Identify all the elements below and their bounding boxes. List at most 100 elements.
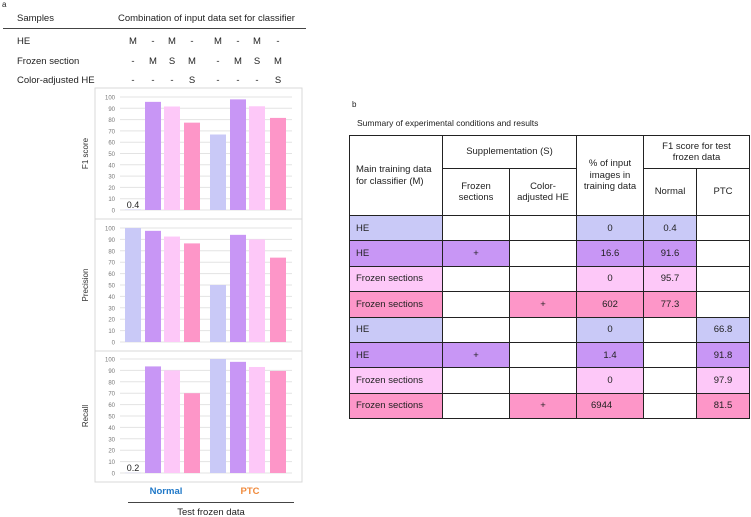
bar xyxy=(270,370,286,473)
samples-header: Samples xyxy=(17,13,54,24)
xaxis-rule xyxy=(128,502,294,503)
y-tick-label: 20 xyxy=(108,449,115,455)
y-tick-label: 40 xyxy=(108,295,115,301)
bar xyxy=(184,243,200,342)
panel-a-label: a xyxy=(2,0,7,9)
bar xyxy=(184,122,200,210)
y-tick-label: 90 xyxy=(108,238,115,244)
y-tick-label: 80 xyxy=(108,380,115,386)
cell-ptc xyxy=(696,214,750,242)
combination-cell: S xyxy=(274,75,282,86)
y-tick-label: 10 xyxy=(108,329,115,335)
combination-cell: M xyxy=(168,36,176,47)
combination-cell: - xyxy=(236,36,240,47)
y-tick-label: 0 xyxy=(112,341,116,347)
header-main: Main training data for classifier (M) xyxy=(349,135,443,216)
bar xyxy=(249,239,265,342)
y-tick-label: 80 xyxy=(108,118,115,124)
cell-color xyxy=(509,240,577,267)
combination-cell: - xyxy=(255,75,259,86)
header-percent: % of input images in training data xyxy=(576,135,644,216)
y-tick-label: 50 xyxy=(108,415,115,421)
cell-color xyxy=(509,214,577,242)
y-tick-label: 50 xyxy=(108,284,115,290)
sample-row-label: HE xyxy=(17,36,31,47)
bar xyxy=(249,366,265,473)
combination-cell: - xyxy=(151,75,155,86)
bar xyxy=(230,99,246,210)
y-tick-label: 100 xyxy=(105,227,116,233)
y-tick-label: 40 xyxy=(108,163,115,169)
cell-percent: 0 xyxy=(576,265,644,293)
combination-cell: - xyxy=(190,36,194,47)
cell-normal: 95.7 xyxy=(643,265,697,293)
cell-normal: 0.4 xyxy=(643,214,697,242)
y-tick-label: 40 xyxy=(108,426,115,432)
cell-color: + xyxy=(509,291,577,318)
combination-cell: M xyxy=(188,56,196,67)
combination-cell: M xyxy=(214,36,222,47)
combination-cell: M xyxy=(129,36,137,47)
combination-cell: M xyxy=(253,36,261,47)
table-row: Frozen sections 0 97.9 xyxy=(349,367,750,394)
cell-main: HE xyxy=(349,316,443,343)
header-normal: Normal xyxy=(643,168,697,216)
bar xyxy=(164,370,180,473)
bar xyxy=(210,285,226,342)
cell-main: Frozen sections xyxy=(349,265,443,293)
combination-cell: M xyxy=(274,56,282,67)
y-tick-label: 100 xyxy=(105,358,116,364)
bar xyxy=(164,236,180,342)
header-supplementation: Supplementation (S) xyxy=(442,135,577,169)
cell-ptc xyxy=(696,265,750,293)
cell-percent: 1.4 xyxy=(576,341,644,369)
y-tick-label: 70 xyxy=(108,261,115,267)
cell-percent: 602 xyxy=(576,291,644,318)
cell-color xyxy=(509,341,577,369)
combination-cell: - xyxy=(236,75,240,86)
bar xyxy=(210,359,226,473)
y-tick-label: 50 xyxy=(108,152,115,158)
y-axis-label: Recall xyxy=(81,405,90,427)
cell-frozen xyxy=(442,214,510,242)
y-tick-label: 90 xyxy=(108,107,115,113)
summary-table: Main training data for classifier (M) Su… xyxy=(349,135,750,420)
bar xyxy=(270,257,286,342)
bar xyxy=(145,366,161,473)
y-tick-label: 30 xyxy=(108,306,115,312)
cell-normal xyxy=(643,392,697,420)
table-title: Summary of experimental conditions and r… xyxy=(357,118,539,128)
combination-cell: S xyxy=(188,75,196,86)
cell-ptc: 97.9 xyxy=(696,367,750,394)
cell-percent: 0 xyxy=(576,367,644,394)
group-label-normal: Normal xyxy=(149,486,183,497)
cell-percent: 0 xyxy=(576,316,644,343)
cell-frozen xyxy=(442,265,510,293)
y-axis-label: F1 score xyxy=(81,137,90,169)
bar xyxy=(145,230,161,342)
cell-main: Frozen sections xyxy=(349,291,443,318)
table-row: HE 0 66.8 xyxy=(349,316,750,343)
cell-percent: 16.6 xyxy=(576,240,644,267)
cell-percent: 0 xyxy=(576,214,644,242)
bar xyxy=(230,361,246,473)
header-frozen: Frozen sections xyxy=(442,168,510,216)
cell-ptc xyxy=(696,240,750,267)
table-row: HE +16.6 91.6 xyxy=(349,240,750,267)
y-tick-label: 20 xyxy=(108,318,115,324)
cell-normal: 77.3 xyxy=(643,291,697,318)
cell-ptc xyxy=(696,291,750,318)
combination-cell: - xyxy=(131,75,135,86)
cell-ptc: 81.5 xyxy=(696,392,750,420)
y-tick-label: 80 xyxy=(108,249,115,255)
cell-ptc: 91.8 xyxy=(696,341,750,369)
data-label: 0.4 xyxy=(127,200,140,210)
x-axis-label: Test frozen data xyxy=(177,507,245,517)
combination-cell: S xyxy=(168,56,176,67)
bar xyxy=(210,134,226,210)
cell-main: Frozen sections xyxy=(349,392,443,420)
y-tick-label: 60 xyxy=(108,141,115,147)
y-tick-label: 60 xyxy=(108,403,115,409)
bar xyxy=(249,106,265,210)
cell-color xyxy=(509,265,577,293)
